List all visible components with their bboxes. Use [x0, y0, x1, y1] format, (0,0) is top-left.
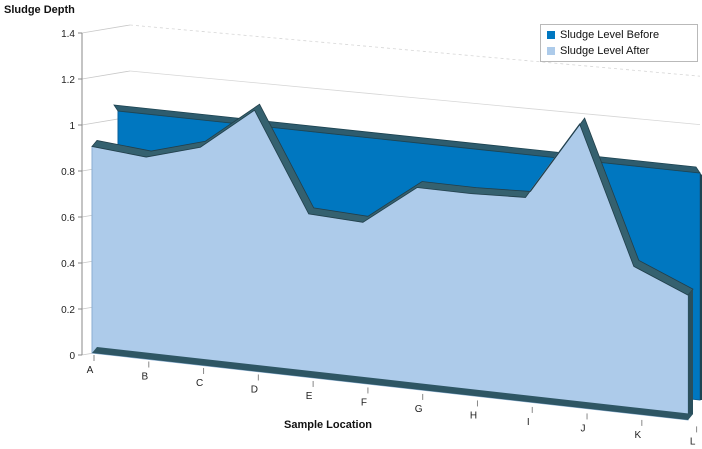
x-tick-label: I [527, 417, 530, 428]
y-tick-label: 1 [69, 121, 75, 132]
chart-title: Sludge Depth [4, 4, 75, 16]
y-tick-label: 0.4 [61, 259, 75, 270]
x-tick-label: F [361, 397, 367, 408]
x-tick-label: E [306, 391, 313, 402]
gridline-back [129, 70, 701, 125]
legend-item-after: Sludge Level After [547, 45, 649, 57]
x-tick-label: D [251, 384, 258, 395]
legend: Sludge Level Before Sludge Level After [540, 24, 698, 62]
x-tick-label: B [141, 371, 148, 382]
gridline-left [81, 24, 131, 34]
x-tick-label: H [470, 410, 477, 421]
gridline-left [81, 70, 131, 80]
x-axis-title: Sample Location [284, 419, 373, 431]
legend-swatch-after [547, 47, 555, 55]
series-after-side [688, 289, 693, 420]
y-tick-label: 1.2 [61, 75, 75, 86]
y-tick-label: 0.6 [61, 213, 75, 224]
x-tick-label: G [415, 404, 423, 415]
floor-edge [92, 347, 693, 420]
y-tick-label: 0 [69, 351, 75, 362]
legend-label-before: Sludge Level Before [560, 29, 660, 41]
y-tick-label: 0.8 [61, 167, 75, 178]
x-tick-label: A [87, 365, 94, 376]
legend-item-before: Sludge Level Before [547, 29, 659, 41]
x-tick-label: K [634, 430, 641, 441]
x-tick-label: C [196, 378, 203, 389]
y-tick-label: 1.4 [61, 29, 75, 40]
legend-label-after: Sludge Level After [560, 45, 650, 57]
legend-swatch-before [547, 31, 555, 39]
x-tick-label: L [690, 436, 696, 447]
x-tick-label: J [581, 423, 586, 434]
gridline-back [129, 24, 701, 77]
y-tick-label: 0.2 [61, 305, 75, 316]
